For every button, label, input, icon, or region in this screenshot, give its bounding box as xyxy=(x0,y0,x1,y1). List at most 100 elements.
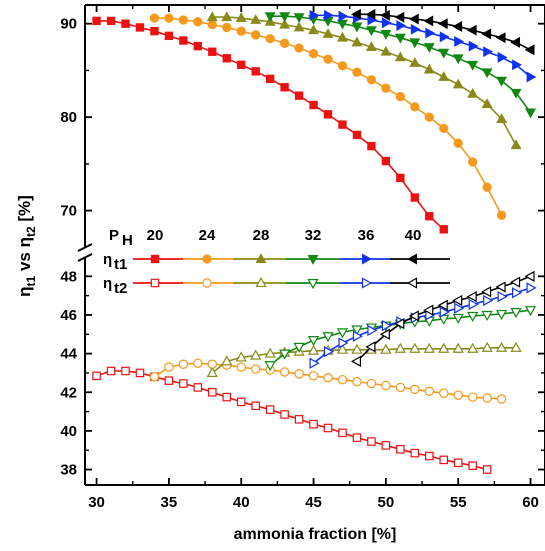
eta-t2-point-40-10 xyxy=(495,281,506,293)
eta-t1-point-32-5 xyxy=(337,19,348,30)
eta-t1-point-32-18 xyxy=(525,108,536,119)
eta-t2-point-40-8 xyxy=(466,290,477,303)
eta-t2-point-28-9 xyxy=(336,343,349,354)
eta-t2-point-20-24 xyxy=(439,455,449,465)
x-tick-label-60: 60 xyxy=(522,494,539,511)
eta-t1-point-24-9 xyxy=(279,38,290,48)
axes: 30 35 40 45 50 55 60 70 80 90 38 40 42 44 46 48 ammonia … xyxy=(15,4,545,543)
y-lower-tick-label-48: 48 xyxy=(60,268,77,285)
eta-t2-line-36 xyxy=(313,287,531,364)
eta-t1-point-36-9 xyxy=(439,31,450,43)
eta-t2-point-28-0 xyxy=(206,366,218,377)
eta-t2-point-28-7 xyxy=(307,344,320,355)
eta-t2-point-20-21 xyxy=(396,444,405,454)
eta-t1-point-24-16 xyxy=(381,83,391,93)
eta-t2-point-20-27 xyxy=(482,465,492,474)
eta-t1-point-28-21 xyxy=(510,139,522,150)
eta-t2-point-32-18 xyxy=(524,306,537,317)
eta-t1-line-36 xyxy=(313,14,532,78)
y-axis-label-part-3: t2 xyxy=(24,226,38,237)
x-tick-label-30: 30 xyxy=(88,494,105,511)
eta-t2-point-36-13 xyxy=(497,290,508,303)
legend-ph-sub: H xyxy=(122,232,133,249)
legend-eta-t1-sub: t1 xyxy=(114,256,127,273)
y-upper-tick-label-70: 70 xyxy=(60,203,77,220)
eta-t1-point-24-19 xyxy=(424,112,434,122)
eta-t2-point-24-13 xyxy=(337,374,348,385)
eta-t1-point-24-22 xyxy=(468,157,478,167)
eta-t2-point-28-10 xyxy=(351,343,363,354)
eta-t1-point-20-12 xyxy=(265,74,275,84)
eta-t2-point-40-0 xyxy=(350,355,361,367)
eta-t2-point-28-13 xyxy=(394,342,406,353)
eta-t1-point-20-6 xyxy=(179,36,188,45)
eta-t1-point-32-17 xyxy=(510,88,522,99)
eta-t2-point-24-11 xyxy=(308,371,319,381)
eta-t2-point-28-17 xyxy=(452,342,464,353)
eta-t2-point-24-3 xyxy=(193,358,203,369)
eta-t1-point-24-10 xyxy=(294,43,304,53)
eta-t1-point-40-3 xyxy=(394,11,405,23)
eta-t2-point-20-8 xyxy=(208,387,217,397)
eta-t2-point-40-9 xyxy=(481,286,492,298)
eta-t1-point-36-13 xyxy=(497,51,508,63)
eta-t2-point-20-13 xyxy=(280,410,289,419)
eta-t2-point-24-6 xyxy=(236,362,246,372)
eta-t2-point-28-1 xyxy=(221,355,233,366)
x-tick-label-45: 45 xyxy=(305,494,322,511)
eta-t2-point-36-4 xyxy=(367,324,378,337)
eta-t2-point-20-20 xyxy=(381,441,391,450)
eta-t2-point-28-3 xyxy=(250,349,262,360)
eta-t1-point-20-10 xyxy=(237,60,246,69)
legend-eta-t2-sub: t2 xyxy=(114,280,127,297)
eta-t1-point-24-13 xyxy=(337,61,348,71)
eta-t1-point-36-1 xyxy=(324,9,334,21)
eta-t2-point-36-12 xyxy=(483,294,494,307)
eta-t2-point-40-2 xyxy=(379,328,390,340)
eta-t2-point-28-4 xyxy=(264,347,276,358)
eta-t1-point-20-9 xyxy=(222,54,231,63)
eta-t2-point-24-12 xyxy=(323,373,333,383)
eta-t1-point-24-8 xyxy=(265,34,275,44)
eta-t2-point-36-3 xyxy=(352,330,364,342)
eta-t2-point-36-1 xyxy=(323,346,335,358)
eta-t1-point-36-2 xyxy=(338,10,349,22)
eta-t2-point-36-11 xyxy=(468,298,479,310)
eta-t2-point-24-20 xyxy=(439,388,449,398)
eta-t2-point-32-4 xyxy=(322,332,334,343)
y-lower-tick-label-44: 44 xyxy=(60,346,77,363)
eta-t1-point-28-15 xyxy=(423,63,435,74)
eta-t1-point-20-17 xyxy=(338,120,347,129)
eta-t1-point-32-16 xyxy=(496,76,508,87)
eta-t1-point-24-5 xyxy=(222,22,232,33)
legend-pressure-40: 40 xyxy=(405,227,422,244)
eta-t1-point-20-13 xyxy=(280,83,289,92)
eta-t1-point-32-7 xyxy=(365,26,377,37)
eta-t1-point-40-8 xyxy=(466,24,477,36)
eta-t1-point-36-12 xyxy=(483,46,493,58)
eta-t1-point-28-9 xyxy=(337,31,348,42)
eta-t2-point-24-21 xyxy=(453,390,463,400)
eta-t1-point-24-4 xyxy=(207,19,217,30)
legend-eta-t2-marker-20 xyxy=(150,278,160,288)
eta-t2-point-36-5 xyxy=(381,319,392,332)
eta-t1-point-24-1 xyxy=(164,13,174,23)
eta-t1-point-32-1 xyxy=(279,12,291,23)
eta-t2-point-24-17 xyxy=(395,382,406,393)
legend-pressure-28: 28 xyxy=(253,227,270,244)
eta-t2-point-28-14 xyxy=(409,342,421,353)
eta-t1-point-24-0 xyxy=(149,13,160,23)
eta-t1-point-24-12 xyxy=(323,54,333,64)
eta-t2-point-24-18 xyxy=(410,384,420,395)
y-lower-tick-label-42: 42 xyxy=(60,384,77,401)
legend-eta-t2-label: η xyxy=(103,275,112,292)
eta-t1-point-20-18 xyxy=(352,130,362,140)
eta-t2-point-24-14 xyxy=(352,376,362,387)
eta-t2-line-20 xyxy=(96,370,488,471)
eta-t1-point-40-0 xyxy=(351,8,361,20)
eta-t1-point-28-14 xyxy=(409,57,421,67)
eta-t2-point-32-16 xyxy=(495,309,508,321)
eta-t1-line-28 xyxy=(212,16,517,146)
